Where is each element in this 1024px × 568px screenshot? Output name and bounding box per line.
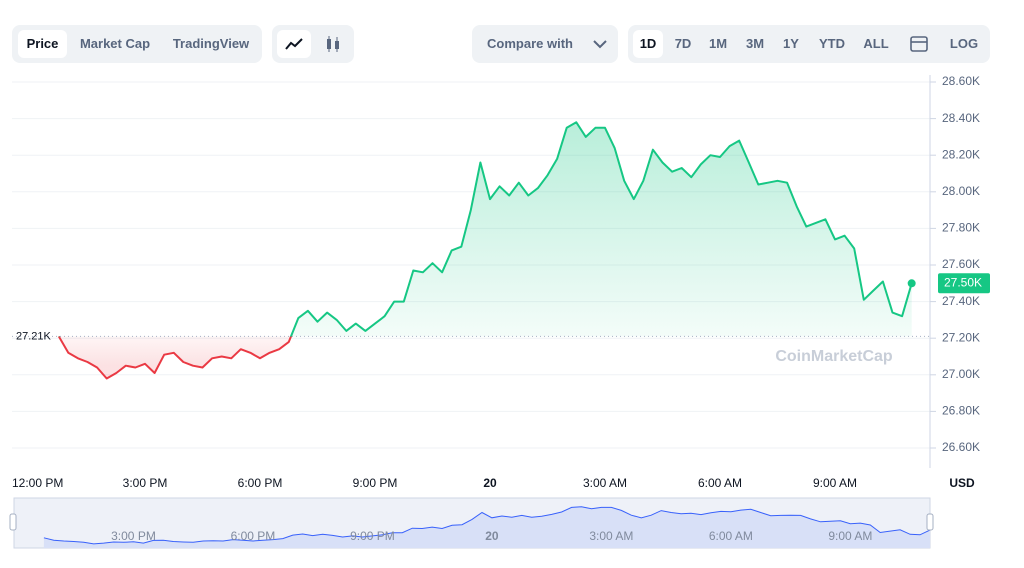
current-badge [938,273,990,294]
candle-chart-button[interactable] [316,30,350,58]
line-chart-button[interactable] [277,30,311,58]
log-button[interactable]: LOG [949,36,979,51]
navigator-line [43,506,931,545]
y-tick-label: 28.00K [942,184,980,198]
nav-handle [9,513,17,531]
candle-icon [327,36,339,52]
x-tick-label: 9:00 AM [813,476,857,490]
range-button[interactable]: ALL [863,36,889,51]
y-tick-label: 26.80K [942,404,980,418]
x-tick-label: 3:00 AM [583,476,627,490]
calendar-icon[interactable] [904,25,934,63]
y-tick-label: 27.00K [942,367,980,381]
navigator-area [43,506,930,548]
navigator-label: 6:00 PM [231,529,276,543]
y-tick-label: 27.80K [942,221,980,235]
chevron [593,40,607,49]
y-tick-label: 27.20K [942,330,980,344]
range-group: 1D 7D 1M 3M 1Y YTD ALL LOG [628,25,990,63]
tab[interactable]: Market Cap [79,36,151,51]
x-tick-label: 9:00 PM [353,476,398,490]
navigator-label: 6:00 AM [709,529,753,543]
y-tick-label: 26.60K [942,440,980,454]
navigator-label: 3:00 PM [111,529,156,543]
y-tick-label: 28.60K [942,74,980,88]
range-button[interactable]: 7D [674,36,692,51]
navigator-label: 20 [485,529,499,543]
range-button[interactable]: 1Y [783,36,799,51]
chart-type-group [272,25,354,63]
watermark: CoinMarketCap [775,348,893,365]
tab[interactable]: TradingView [172,36,250,51]
x-tick-label: 20 [483,476,497,490]
navigator-label: 9:00 PM [350,529,395,543]
x-tick-label: 12:00 PM [12,476,63,490]
price-line [57,121,913,380]
compare-label: Compare with [487,36,573,51]
currency-label: USD [949,476,975,490]
tab[interactable]: Price [18,30,67,58]
y-tick-label: 27.60K [942,257,980,271]
navigator [13,497,931,549]
line-icon [285,38,303,50]
y-tick-label: 27.40K [942,294,980,308]
range-button[interactable]: YTD [819,36,845,51]
y-tick-label: 28.20K [942,147,980,161]
range-button[interactable]: 1D [633,30,663,58]
current-label: 27.50K [944,275,982,289]
x-tick-label: 3:00 PM [123,476,168,490]
x-tick-label: 6:00 PM [238,476,283,490]
y-tick-label: 28.40K [942,111,980,125]
reference-label: 27.21K [16,330,52,342]
navigator-label: 3:00 AM [589,529,633,543]
compare-dropdown[interactable]: Compare with [472,25,618,63]
range-button[interactable]: 1M [708,36,728,51]
current-dot [907,279,916,288]
nav-handle [926,513,934,531]
area [58,122,912,379]
navigator-label: 9:00 AM [828,529,872,543]
range-button[interactable]: 3M [745,36,765,51]
tab-group: Price Market Cap TradingView [12,25,262,63]
x-tick-label: 6:00 AM [698,476,742,490]
